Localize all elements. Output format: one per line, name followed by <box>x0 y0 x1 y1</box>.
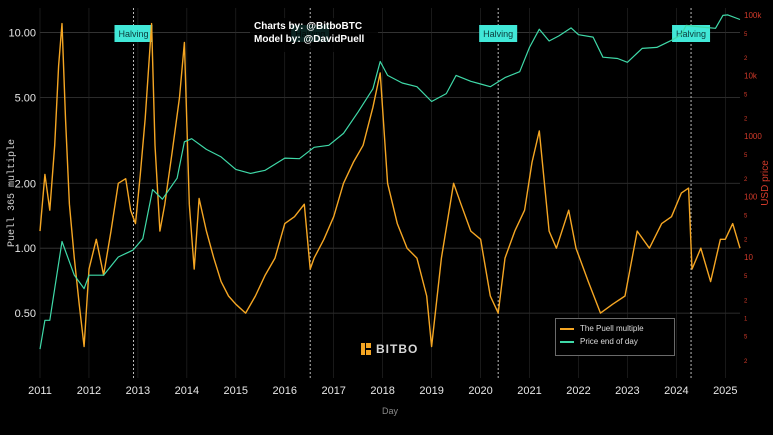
y-right-tick-label: 5 <box>744 214 748 220</box>
chart-credits: Charts by: @BitboBTC Model by: @DavidPue… <box>250 18 378 52</box>
halving-label: Halving <box>483 29 513 39</box>
halving-badge <box>672 25 711 42</box>
puell-series-line <box>39 22 741 348</box>
y-right-tick-label: 5 <box>744 274 748 280</box>
x-tick-label: 2023 <box>615 385 639 397</box>
y-left-tick-label: 2.00 <box>15 178 36 190</box>
y-right-tick-label: 2 <box>744 298 748 304</box>
y-right-tick-label: 2 <box>744 359 748 365</box>
y-right-tick-label: 2 <box>744 177 748 183</box>
legend-swatch-puell <box>560 327 574 330</box>
y-right-tick-label: 2 <box>744 238 748 244</box>
legend-label-puell: The Puell multiple <box>580 324 644 333</box>
y-right-tick-label: 10 <box>744 253 753 262</box>
legend-item-puell[interactable]: The Puell multiple <box>560 322 670 335</box>
x-tick-label: 2021 <box>517 385 541 397</box>
x-tick-label: 2015 <box>224 385 248 397</box>
bitbo-logo: BITBO <box>360 342 418 356</box>
y-right-tick-label: 5 <box>744 335 748 341</box>
y-left-tick-label: 10.00 <box>8 28 36 40</box>
y-left-tick-label: 5.00 <box>15 92 36 104</box>
y-right-tick-label: 1 <box>744 316 748 322</box>
x-tick-label: 2022 <box>566 385 590 397</box>
halving-badge <box>479 25 518 42</box>
y-right-tick-label: 100 <box>744 192 758 201</box>
model-by-credit: Model by: @DavidPuell <box>254 34 365 45</box>
x-tick-label: 2017 <box>321 385 345 397</box>
charts-by-credit: Charts by: @BitboBTC <box>254 21 363 32</box>
y-left-tick-label: 1.00 <box>15 243 36 255</box>
x-tick-label: 2025 <box>713 385 737 397</box>
price-series-line <box>39 14 741 350</box>
bitbo-logo-text: BITBO <box>376 342 419 356</box>
y-right-tick-label: 2 <box>744 56 748 62</box>
y-right-tick-label: 100k <box>744 11 762 20</box>
x-tick-label: 2020 <box>468 385 492 397</box>
y-right-tick-label: 5 <box>744 93 748 99</box>
halving-label: Halving <box>676 29 706 39</box>
bitbo-logo-icon <box>361 343 371 355</box>
y-right-tick-label: 1000 <box>744 132 762 141</box>
y-right-axis-label: USD price <box>760 160 771 206</box>
halving-label: Halving <box>118 29 148 39</box>
legend-item-price[interactable]: Price end of day <box>560 335 670 348</box>
y-right-tick-label: 5 <box>744 153 748 159</box>
x-tick-label: 2019 <box>419 385 443 397</box>
chart-legend: The Puell multiple Price end of day <box>555 318 675 356</box>
y-right-tick-label: 5 <box>744 32 748 38</box>
halving-badge <box>114 25 153 42</box>
x-tick-label: 2016 <box>273 385 297 397</box>
x-tick-label: 2014 <box>175 385 199 397</box>
x-tick-label: 2012 <box>77 385 101 397</box>
legend-swatch-price <box>560 340 574 343</box>
y-left-axis-label: Puell 365 multiple <box>6 139 18 247</box>
y-left-tick-label: 0.50 <box>15 308 36 320</box>
x-tick-label: 2013 <box>126 385 150 397</box>
y-right-tick-label: 2 <box>744 117 748 123</box>
x-axis-label: Day <box>382 406 399 416</box>
x-tick-label: 2018 <box>370 385 394 397</box>
legend-label-price: Price end of day <box>580 337 638 346</box>
y-right-tick-label: 10k <box>744 71 758 80</box>
x-tick-label: 2011 <box>28 385 52 397</box>
x-tick-label: 2024 <box>664 385 688 397</box>
